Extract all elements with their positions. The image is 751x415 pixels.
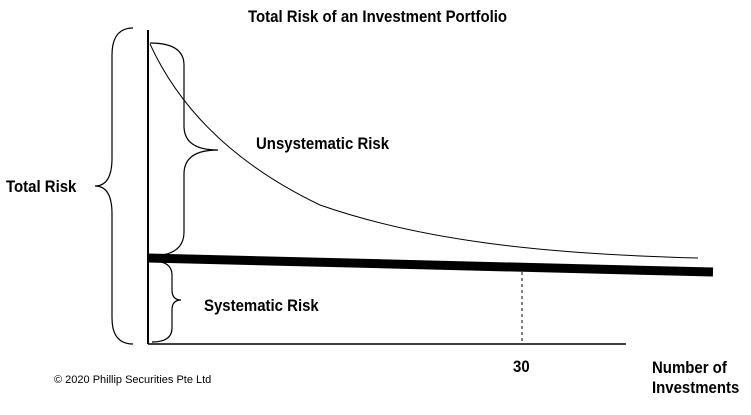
systematic-risk-line [147, 253, 714, 277]
x-tick-30: 30 [513, 357, 530, 376]
x-axis-label-line2: Investments [652, 378, 740, 397]
total-risk-label: Total Risk [6, 177, 77, 196]
x-axis-label-line1: Number of [652, 358, 727, 377]
systematic-risk-label: Systematic Risk [204, 296, 319, 315]
unsystematic-risk-brace [149, 42, 219, 257]
total-risk-brace [94, 27, 134, 345]
copyright-notice: © 2020 Phillip Securities Pte Ltd [54, 374, 212, 386]
total-risk-curve [149, 43, 699, 259]
unsystematic-risk-label: Unsystematic Risk [256, 134, 390, 153]
diagram-title: Total Risk of an Investment Portfolio [248, 7, 508, 26]
systematic-risk-brace [151, 260, 182, 343]
